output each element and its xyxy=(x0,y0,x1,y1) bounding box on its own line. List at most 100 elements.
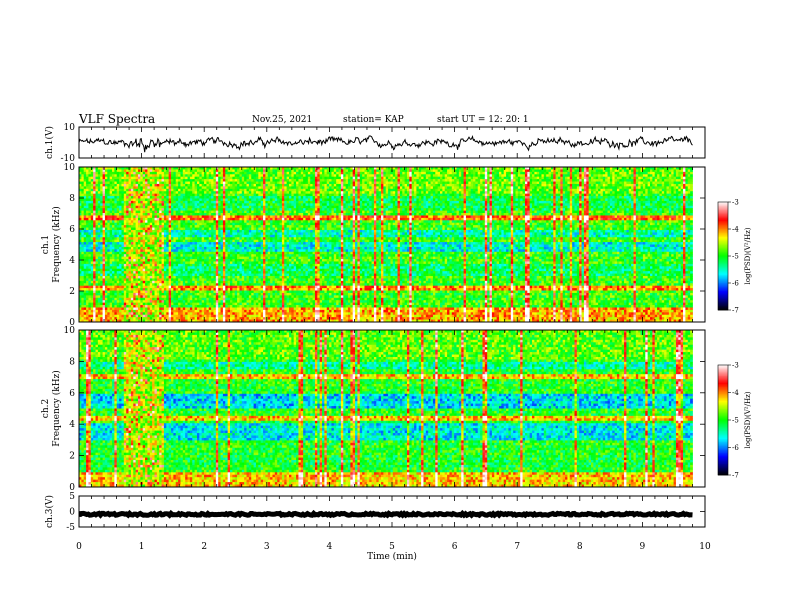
colorbar-cell xyxy=(718,277,728,280)
colorbar-label: log(PSD)(V²/Hz) xyxy=(744,391,752,448)
colorbar-cell xyxy=(718,384,728,387)
colorbar-cell xyxy=(718,258,728,261)
colorbar-cell xyxy=(718,428,728,431)
colorbar-cell xyxy=(718,304,728,307)
colorbar-cell xyxy=(718,450,728,453)
colorbar-cell xyxy=(718,303,728,305)
x-tick-label: 9 xyxy=(640,542,646,552)
colorbar-cell xyxy=(718,299,728,301)
colorbar-cell xyxy=(718,433,728,436)
colorbar-cell xyxy=(718,235,728,238)
colorbar-cell xyxy=(718,264,728,266)
colorbar-cell xyxy=(718,249,728,251)
colorbar-tick-label: -3 xyxy=(732,362,739,370)
x-axis-label: Time (min) xyxy=(367,551,417,562)
colorbar-cell xyxy=(718,281,728,284)
colorbar-cell xyxy=(718,422,728,425)
colorbar-cell xyxy=(718,366,728,369)
colorbar-cell xyxy=(718,291,728,293)
colorbar-cell xyxy=(718,439,728,442)
colorbar-cell xyxy=(718,307,728,310)
colorbar-tick-label: -7 xyxy=(732,472,739,480)
colorbar-cell xyxy=(718,261,728,264)
colorbar-cell xyxy=(718,440,728,443)
colorbar-cell xyxy=(718,382,728,385)
colorbar-cell xyxy=(718,283,728,285)
colorbar-cell xyxy=(718,455,728,458)
colorbar-cell xyxy=(718,458,728,461)
colorbar-cell xyxy=(718,466,728,469)
colorbar-cell xyxy=(718,212,728,215)
ch2-colorbar: -3 -4 -5 -6 -7 log(PSD)(V²/Hz) xyxy=(717,362,752,480)
colorbar-cell xyxy=(718,269,728,272)
colorbar-cell xyxy=(718,425,728,428)
colorbar-cell xyxy=(718,373,728,376)
colorbar-cell xyxy=(718,246,728,249)
colorbar-cell xyxy=(718,461,728,464)
colorbar-cell xyxy=(718,276,728,278)
colorbar-cell xyxy=(718,231,728,234)
colorbar-cell xyxy=(718,446,728,448)
colorbar-cell xyxy=(718,432,728,435)
colorbar-cell xyxy=(718,365,728,367)
x-tick-label: 7 xyxy=(514,542,520,552)
colorbar-cell xyxy=(718,468,728,470)
colorbar-cell xyxy=(718,270,728,273)
colorbar-cell xyxy=(718,278,728,281)
x-tick-label: 4 xyxy=(327,542,333,552)
colorbar-cell xyxy=(718,447,728,450)
colorbar-cell xyxy=(718,265,728,268)
colorbar-cell xyxy=(718,274,728,277)
colorbar-cell xyxy=(718,202,728,204)
colorbar-cell xyxy=(718,218,728,220)
colorbar-tick-label: -5 xyxy=(732,417,739,425)
colorbar-cell xyxy=(718,403,728,406)
colorbar-cell xyxy=(718,220,728,223)
colorbar-cell xyxy=(718,239,728,242)
colorbar-cell xyxy=(718,300,728,303)
start-time-label: start UT = 12: 20: 1 xyxy=(437,115,529,125)
colorbar-cell xyxy=(718,413,728,415)
colorbar-cell xyxy=(718,418,728,421)
y-tick-label: 10 xyxy=(64,123,76,133)
y-tick-label: 4 xyxy=(69,256,75,266)
y-axis-label: ch.1Frequency (kHz) xyxy=(41,206,62,283)
colorbar-cell xyxy=(718,229,728,231)
colorbar-cell xyxy=(718,204,728,207)
y-axis-label: ch.3(V) xyxy=(44,495,55,528)
x-tick-label: 0 xyxy=(76,542,82,552)
colorbar-cell xyxy=(718,285,728,288)
colorbar-cell xyxy=(718,289,728,292)
colorbar-cell xyxy=(718,272,728,274)
colorbar-label: log(PSD)(V²/Hz) xyxy=(744,227,752,284)
y-tick-label: 10 xyxy=(64,326,76,336)
y-tick-label: 0 xyxy=(69,508,75,518)
colorbar-tick-label: -5 xyxy=(732,253,739,261)
colorbar-tick-label: -4 xyxy=(732,389,739,397)
colorbar-cell xyxy=(718,469,728,472)
colorbar-cell xyxy=(718,234,728,237)
y-axis-label: ch.1(V) xyxy=(44,126,55,159)
colorbar-cell xyxy=(718,385,728,388)
colorbar-cell xyxy=(718,219,728,222)
colorbar-cell xyxy=(718,367,728,370)
colorbar-cell xyxy=(718,396,728,399)
colorbar-cell xyxy=(718,251,728,254)
colorbar-cell xyxy=(718,420,728,422)
colorbar-cell xyxy=(718,256,728,258)
colorbar-tick-label: -6 xyxy=(732,444,739,452)
colorbar-cell xyxy=(718,443,728,446)
figure-title: VLF Spectra xyxy=(78,112,155,126)
ch1-waveform-panel: 10 -10 ch.1(V) xyxy=(44,123,706,164)
ch1-spectrogram-panel: 0 2 4 6 8 10 ch.1Frequency (kHz) xyxy=(41,163,706,328)
y-tick-label: 5 xyxy=(69,492,75,502)
colorbar-cell xyxy=(718,273,728,276)
colorbar-cell xyxy=(718,254,728,257)
colorbar-cell xyxy=(718,253,728,256)
y-tick-label: 6 xyxy=(69,225,75,235)
ch1-colorbar: -3 -4 -5 -6 -7 log(PSD)(V²/Hz) xyxy=(717,199,752,315)
colorbar-cell xyxy=(718,287,728,289)
colorbar-cell xyxy=(718,245,728,247)
y-tick-label: 0 xyxy=(69,483,75,493)
colorbar-cell xyxy=(718,406,728,409)
